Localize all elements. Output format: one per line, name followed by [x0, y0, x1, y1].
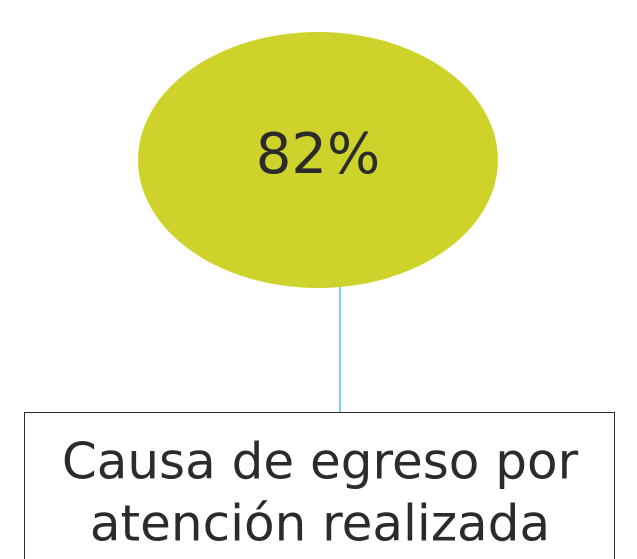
node-label: 82%: [256, 122, 380, 187]
box-label-line: atención realizada: [90, 495, 550, 553]
box-label-line: Causa de egreso por: [62, 433, 579, 491]
box-node: [24, 412, 615, 559]
ellipse-node: [138, 32, 498, 288]
